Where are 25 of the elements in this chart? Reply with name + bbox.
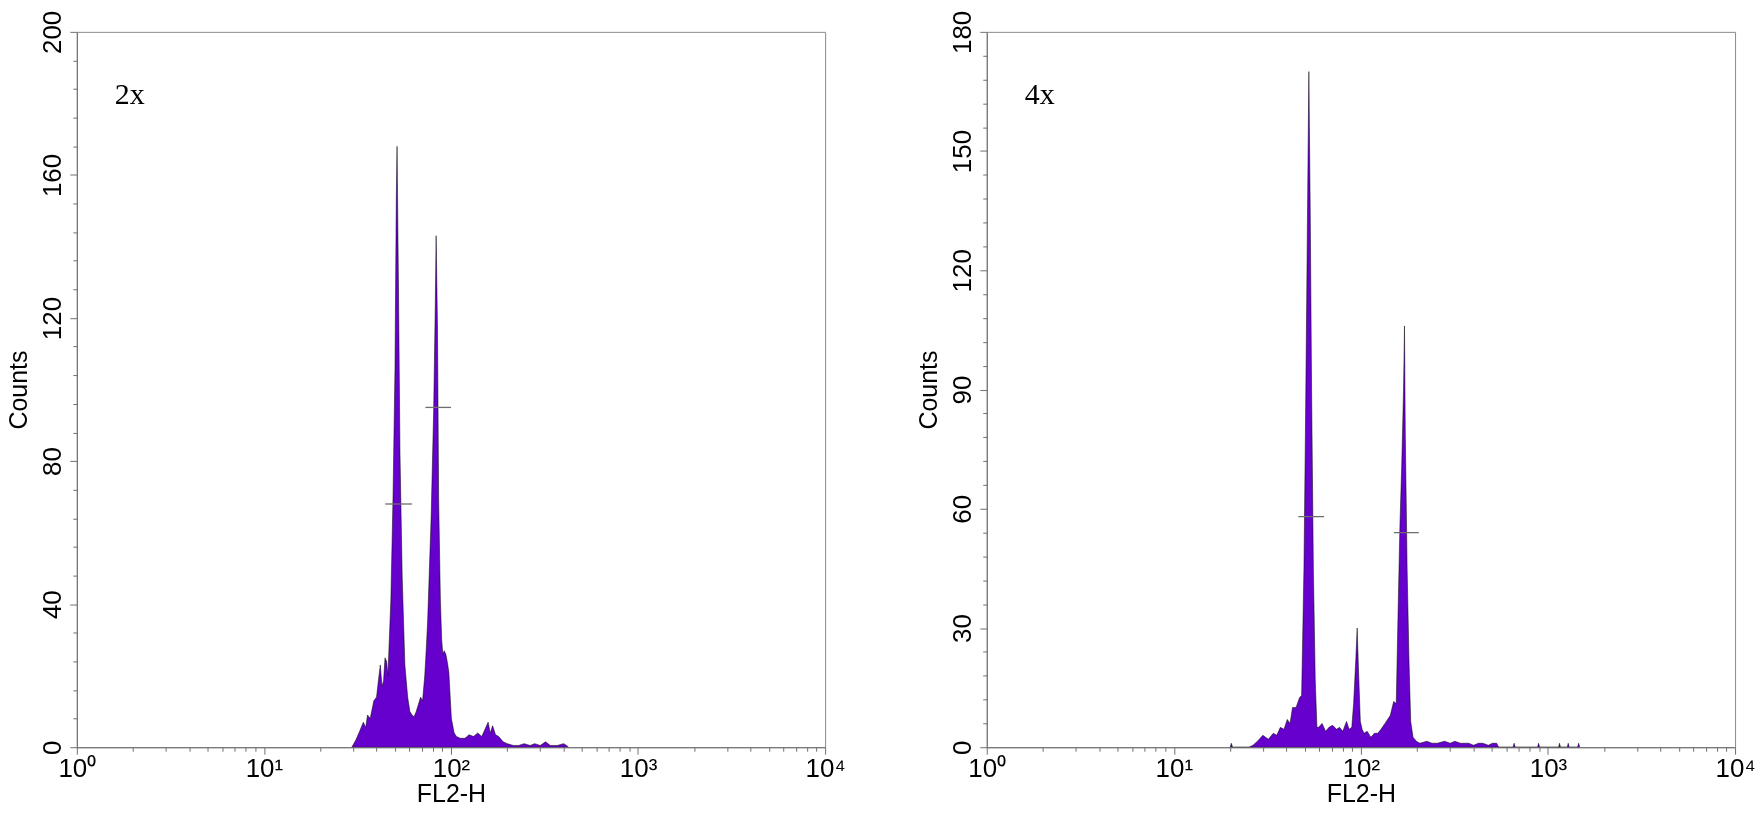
x-tick-label: 10¹ (1155, 753, 1194, 782)
y-tick-label: 120 (38, 296, 67, 341)
x-tick-label: 10¹ (245, 753, 284, 782)
x-tick-label: 10³ (1529, 753, 1568, 782)
y-tick-label: 120 (948, 249, 977, 293)
y-tick-label: 40 (38, 590, 67, 620)
y-tick-label: 60 (948, 494, 977, 524)
annotation: 2x (114, 76, 145, 110)
y-tick-label: 160 (38, 153, 67, 198)
x-tick-label: 10⁰ (58, 753, 97, 782)
annotation: 4x (1024, 76, 1055, 110)
y-tick-label: 30 (948, 614, 977, 643)
x-tick-label: 10⁴ (1715, 753, 1756, 782)
y-tick-label: 90 (948, 375, 977, 405)
y-tick-label: 150 (948, 129, 977, 174)
x-tick-label: 10⁴ (805, 753, 846, 782)
y-tick-label: 0 (948, 740, 977, 755)
y-tick-label: 200 (38, 10, 67, 54)
x-tick-label: 10³ (619, 753, 658, 782)
y-tick-label: 0 (38, 740, 67, 755)
y-tick-label: 80 (38, 447, 67, 476)
y-axis-title: Counts (914, 350, 943, 430)
y-axis-title: Counts (4, 350, 33, 430)
x-tick-label: 10⁰ (968, 753, 1007, 782)
y-tick-label: 180 (948, 10, 977, 54)
